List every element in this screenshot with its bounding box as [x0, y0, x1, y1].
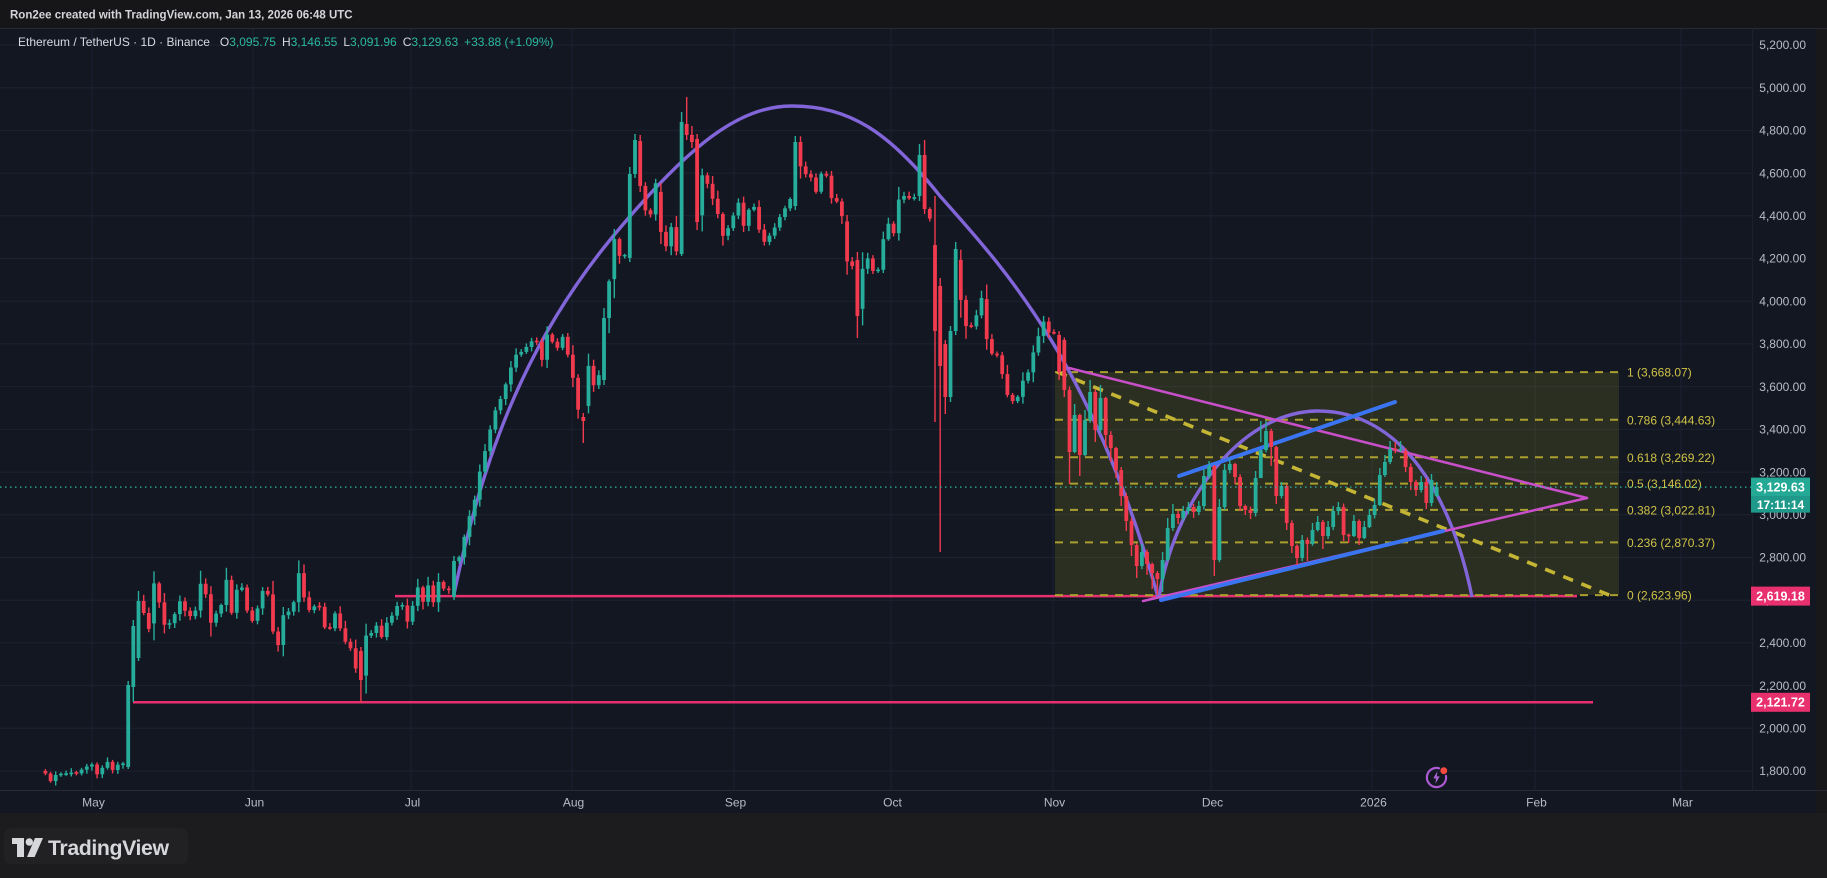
svg-text:3,200.00: 3,200.00 [1759, 465, 1806, 479]
svg-text:5,000.00: 5,000.00 [1759, 81, 1806, 95]
svg-text:Aug: Aug [563, 796, 584, 810]
svg-text:4,200.00: 4,200.00 [1759, 252, 1806, 266]
svg-text:0.786 (3,444.63): 0.786 (3,444.63) [1627, 413, 1715, 427]
svg-text:2026: 2026 [1360, 796, 1387, 810]
svg-text:4,400.00: 4,400.00 [1759, 209, 1806, 223]
svg-text:2,121.72: 2,121.72 [1756, 696, 1805, 710]
svg-text:1 (3,668.07): 1 (3,668.07) [1627, 366, 1692, 380]
svg-text:TradingView: TradingView [48, 836, 169, 860]
svg-text:17:11:14: 17:11:14 [1757, 498, 1805, 512]
svg-text:2,200.00: 2,200.00 [1759, 679, 1806, 693]
svg-text:Nov: Nov [1044, 796, 1065, 810]
svg-text:Sep: Sep [725, 796, 747, 810]
svg-text:5,200.00: 5,200.00 [1759, 38, 1806, 52]
svg-text:Ron2ee created with TradingVie: Ron2ee created with TradingView.com, Jan… [10, 10, 353, 22]
svg-text:0.382 (3,022.81): 0.382 (3,022.81) [1627, 503, 1715, 517]
svg-text:Jul: Jul [405, 796, 420, 810]
svg-text:2,619.18: 2,619.18 [1756, 590, 1805, 604]
svg-text:Dec: Dec [1202, 796, 1223, 810]
svg-text:Feb: Feb [1526, 796, 1547, 810]
svg-text:4,800.00: 4,800.00 [1759, 124, 1806, 138]
svg-text:3,129.63: 3,129.63 [1756, 481, 1805, 495]
svg-text:3,800.00: 3,800.00 [1759, 337, 1806, 351]
svg-text:3,600.00: 3,600.00 [1759, 380, 1806, 394]
svg-text:0.236 (2,870.37): 0.236 (2,870.37) [1627, 536, 1715, 550]
svg-text:2,000.00: 2,000.00 [1759, 722, 1806, 736]
svg-text:1,800.00: 1,800.00 [1759, 764, 1806, 778]
svg-text:Oct: Oct [883, 796, 902, 810]
svg-text:4,600.00: 4,600.00 [1759, 166, 1806, 180]
svg-text:May: May [82, 796, 105, 810]
svg-text:3,400.00: 3,400.00 [1759, 423, 1806, 437]
svg-text:4,000.00: 4,000.00 [1759, 294, 1806, 308]
svg-text:Ethereum / TetherUS · 1D · Bin: Ethereum / TetherUS · 1D · Binance O3,095… [18, 35, 554, 49]
svg-text:0.618 (3,269.22): 0.618 (3,269.22) [1627, 451, 1715, 465]
svg-text:0 (2,623.96): 0 (2,623.96) [1627, 589, 1692, 603]
svg-text:2,800.00: 2,800.00 [1759, 551, 1806, 565]
svg-text:0.5 (3,146.02): 0.5 (3,146.02) [1627, 477, 1702, 491]
svg-text:2,400.00: 2,400.00 [1759, 636, 1806, 650]
svg-text:Mar: Mar [1672, 796, 1693, 810]
svg-text:Jun: Jun [245, 796, 264, 810]
